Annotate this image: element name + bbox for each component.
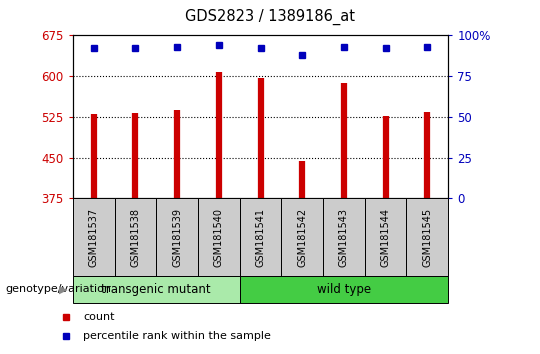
Text: GDS2823 / 1389186_at: GDS2823 / 1389186_at — [185, 9, 355, 25]
Bar — [240, 276, 448, 303]
Bar — [114, 198, 156, 276]
Bar — [323, 198, 365, 276]
Bar — [407, 198, 448, 276]
Bar — [73, 276, 240, 303]
Bar — [281, 198, 323, 276]
Text: GSM181540: GSM181540 — [214, 208, 224, 267]
Text: GSM181539: GSM181539 — [172, 208, 182, 267]
Text: GSM181544: GSM181544 — [381, 208, 390, 267]
Text: GSM181538: GSM181538 — [131, 208, 140, 267]
Text: count: count — [83, 312, 115, 322]
Text: genotype/variation: genotype/variation — [5, 284, 111, 295]
Text: wild type: wild type — [317, 283, 371, 296]
Bar — [156, 198, 198, 276]
Bar — [73, 198, 114, 276]
Text: GSM181537: GSM181537 — [89, 207, 99, 267]
Text: GSM181545: GSM181545 — [422, 207, 433, 267]
Text: ▶: ▶ — [59, 284, 68, 295]
Text: GSM181542: GSM181542 — [297, 207, 307, 267]
Bar — [198, 198, 240, 276]
Text: GSM181541: GSM181541 — [255, 208, 266, 267]
Text: GSM181543: GSM181543 — [339, 208, 349, 267]
Bar — [365, 198, 407, 276]
Text: percentile rank within the sample: percentile rank within the sample — [83, 331, 271, 341]
Bar — [240, 198, 281, 276]
Text: transgenic mutant: transgenic mutant — [102, 283, 211, 296]
